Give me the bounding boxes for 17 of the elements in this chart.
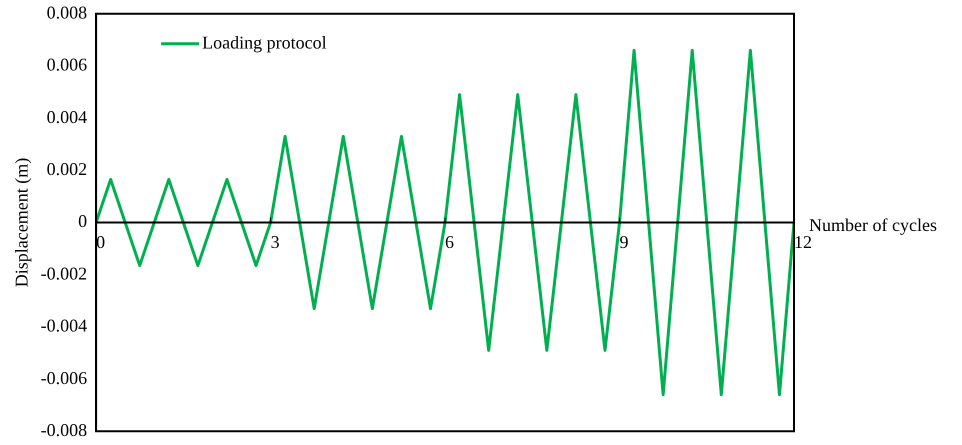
y-tick-label: 0.006 <box>46 54 88 75</box>
y-tick-label: -0.004 <box>40 316 88 336</box>
x-tick-label: 0 <box>96 232 106 252</box>
x-tick-label: 12 <box>794 232 812 252</box>
x-tick-label: 3 <box>270 232 280 252</box>
y-tick-label: 0.008 <box>46 2 88 23</box>
legend-label: Loading protocol <box>202 32 327 53</box>
y-tick-label: -0.002 <box>40 263 88 284</box>
x-tick-label: 9 <box>620 232 629 252</box>
y-tick-label: 0.002 <box>46 159 88 180</box>
y-tick-label: -0.006 <box>40 368 88 388</box>
x-axis-title: Number of cycles <box>809 215 937 236</box>
x-tick-label: 6 <box>445 232 454 252</box>
y-tick-label: 0 <box>78 211 88 232</box>
y-tick-label: -0.008 <box>40 420 88 440</box>
y-tick-label: 0.004 <box>46 106 88 127</box>
y-axis-title: Displacement (m) <box>12 158 32 288</box>
